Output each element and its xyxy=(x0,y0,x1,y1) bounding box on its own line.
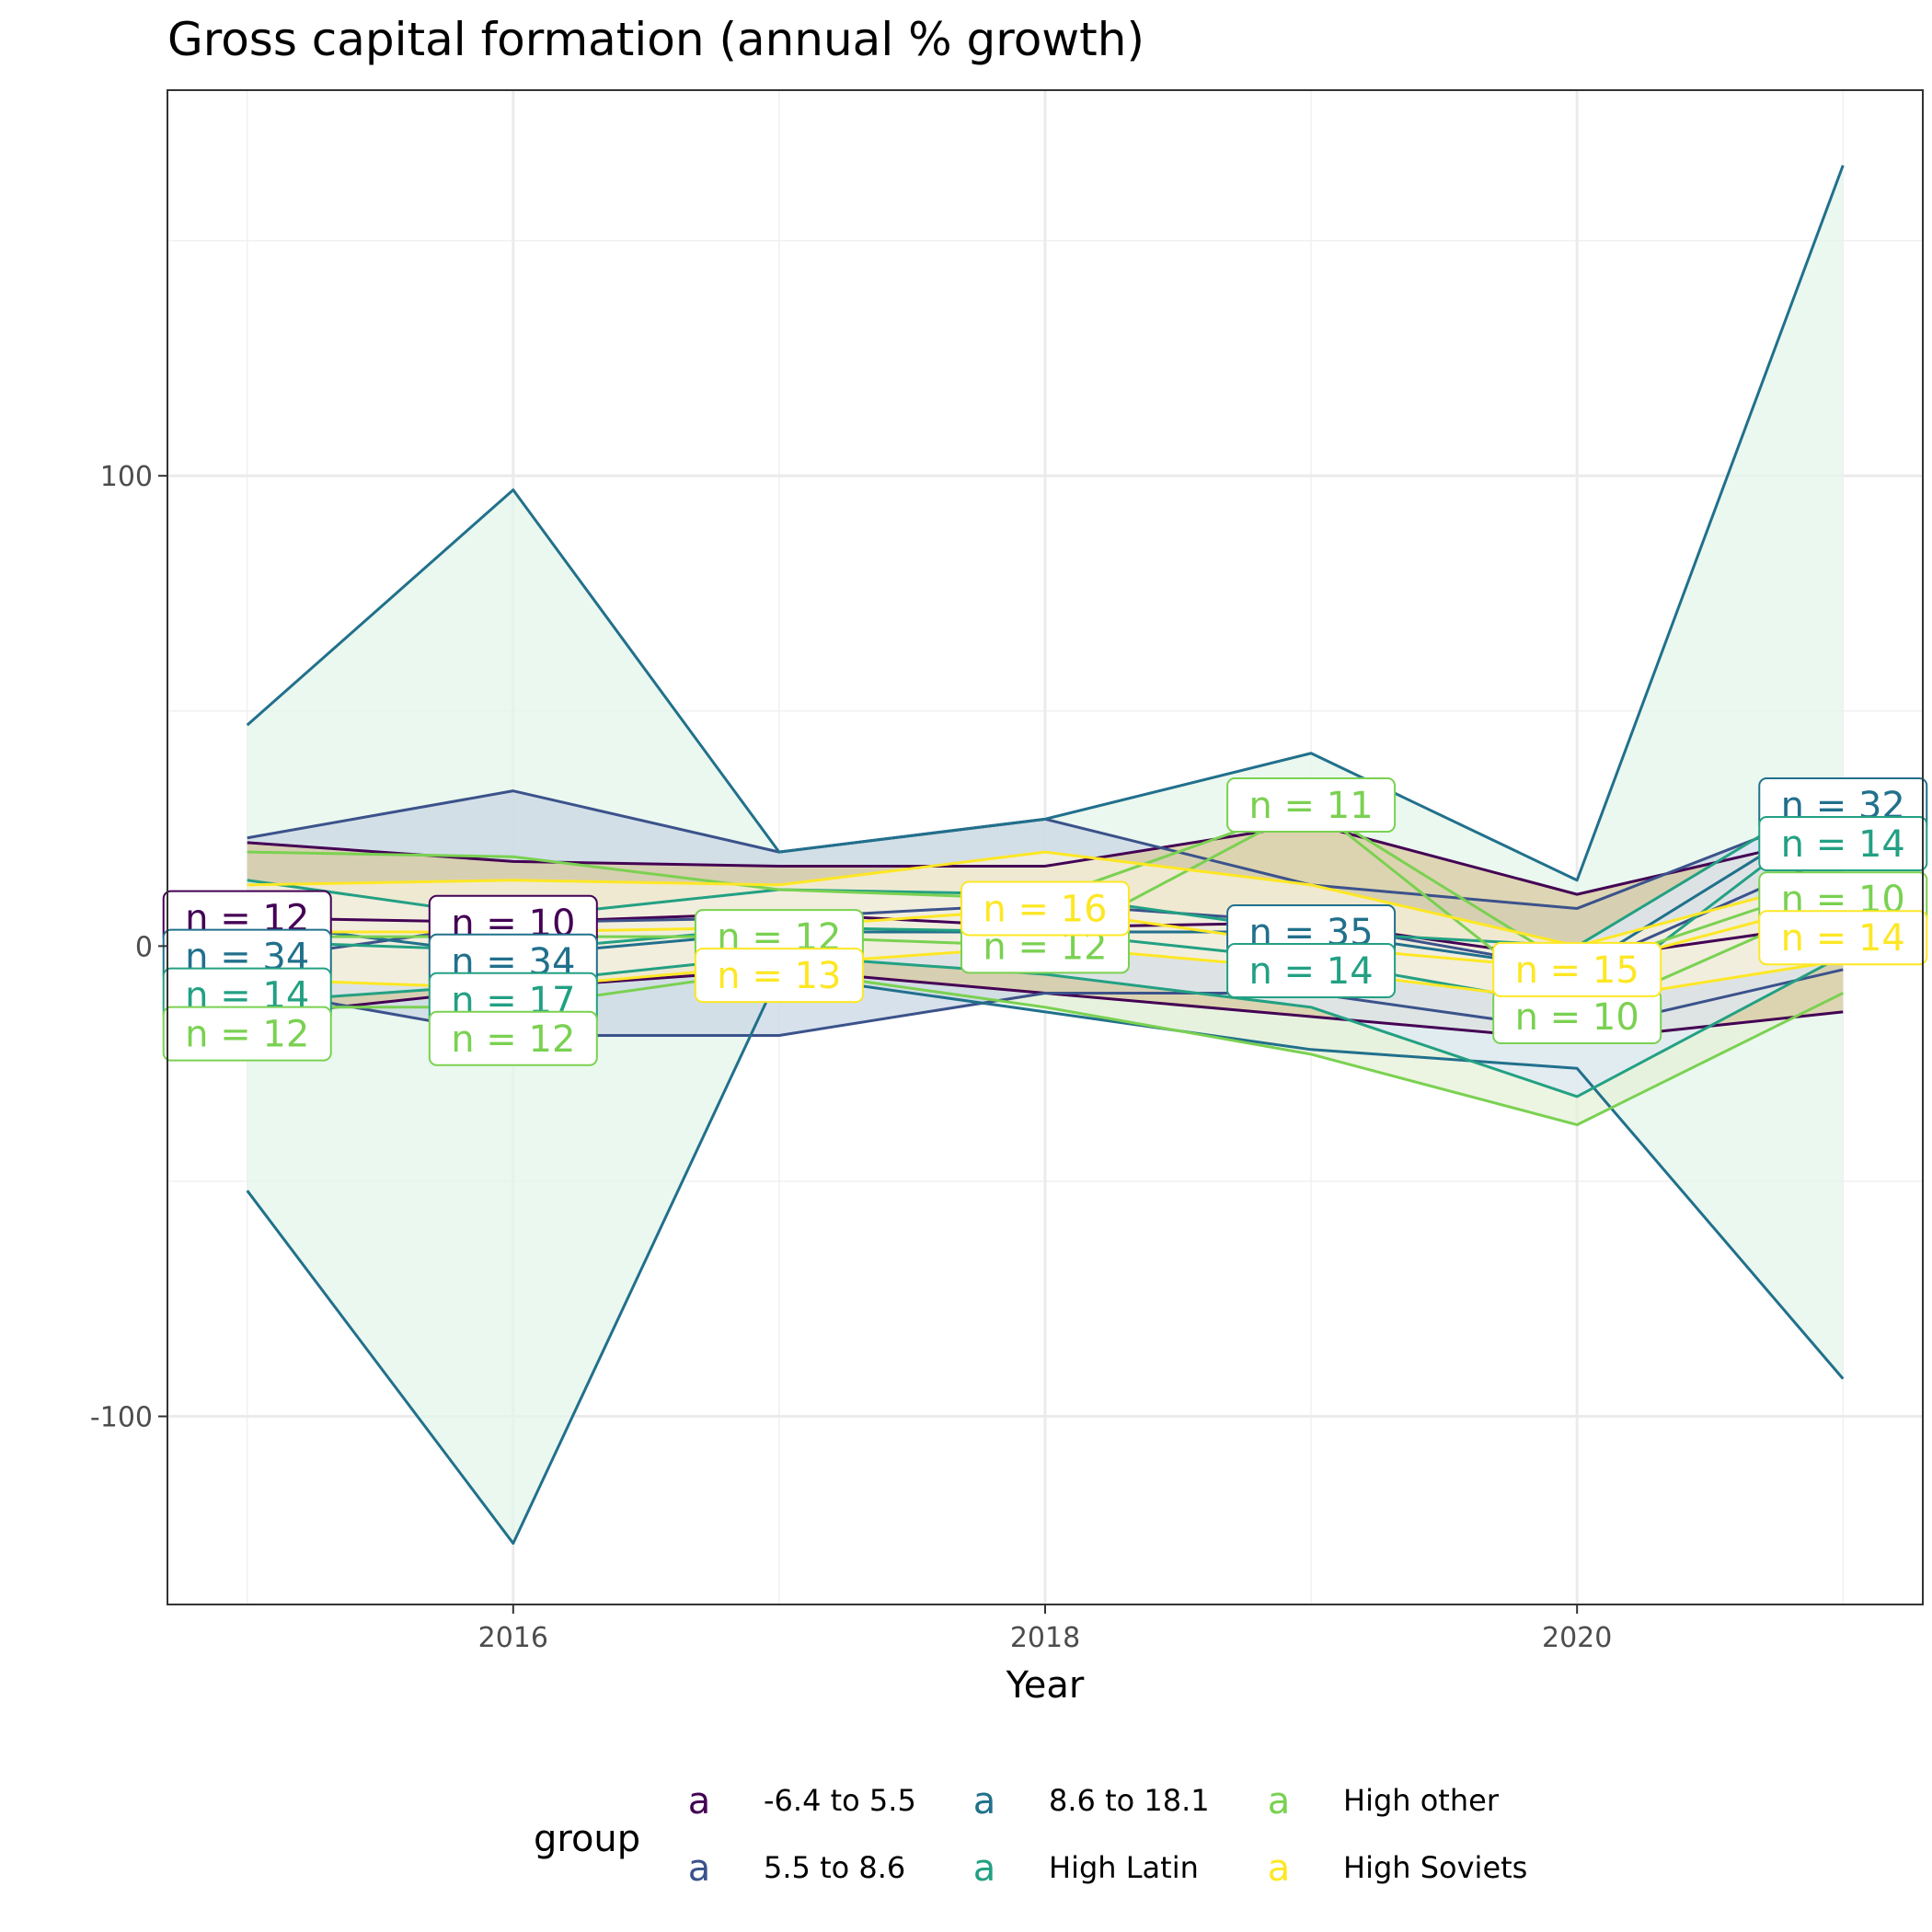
n-label-text: n = 11 xyxy=(1248,785,1373,827)
legend-item: a High Latin xyxy=(973,1847,1199,1890)
n-label-box xyxy=(162,1006,332,1062)
legend-key: a xyxy=(973,1847,996,1890)
axes: 2016 2018 2020 -100 0 100 xyxy=(90,461,1612,1654)
n-label-box xyxy=(428,1010,598,1066)
series-line-lower xyxy=(246,972,1845,1546)
n-label-box xyxy=(1226,943,1397,999)
n-label-text: n = 16 xyxy=(983,888,1107,930)
n-label-text: n = 10 xyxy=(1515,996,1639,1039)
legend-key: a xyxy=(688,1847,711,1890)
n-label-box xyxy=(1758,815,1928,871)
legend-key: a xyxy=(1268,1780,1291,1823)
n-label: n = 13 xyxy=(694,948,864,1004)
legend-item: a High Soviets xyxy=(1268,1847,1528,1890)
n-label-box xyxy=(1758,910,1928,966)
legend-item: a 8.6 to 18.1 xyxy=(973,1780,1210,1823)
n-label-text: n = 15 xyxy=(1515,949,1639,992)
n-label-box xyxy=(960,880,1130,937)
n-label-text: n = 12 xyxy=(451,1018,575,1061)
n-label: n = 15 xyxy=(1492,941,1662,997)
legend-label: High Soviets xyxy=(1343,1850,1527,1885)
legend-label: 8.6 to 18.1 xyxy=(1049,1783,1210,1818)
n-label: n = 14 xyxy=(1226,943,1397,999)
legend-item: a High other xyxy=(1268,1780,1500,1823)
x-tick-label: 2020 xyxy=(1542,1622,1612,1654)
n-label: n = 12 xyxy=(162,1006,332,1062)
legend-label: -6.4 to 5.5 xyxy=(764,1783,916,1818)
n-label: n = 10 xyxy=(1492,989,1662,1045)
series-line-upper xyxy=(246,165,1845,882)
x-axis-title: Year xyxy=(1006,1664,1085,1707)
legend-label: High other xyxy=(1343,1783,1500,1818)
legend-label: 5.5 to 8.6 xyxy=(764,1850,905,1885)
y-tick-label: 100 xyxy=(100,461,153,493)
legend-item: a -6.4 to 5.5 xyxy=(688,1780,916,1823)
n-label: n = 11 xyxy=(1226,776,1397,833)
n-label: n = 16 xyxy=(960,880,1130,937)
n-label-text: n = 14 xyxy=(1781,917,1905,960)
n-label-text: n = 14 xyxy=(1248,950,1373,993)
y-tick-label: -100 xyxy=(90,1402,153,1434)
chart-title: Gross capital formation (annual % growth… xyxy=(167,13,1144,66)
n-label: n = 12 xyxy=(428,1010,598,1066)
n-label-box xyxy=(1226,776,1397,833)
n-label-box xyxy=(694,948,864,1004)
legend-item: a 5.5 to 8.6 xyxy=(688,1847,906,1890)
legend: group a -6.4 to 5.5 a 5.5 to 8.6 a 8.6 to 18.… xyxy=(534,1780,1527,1890)
x-tick-label: 2018 xyxy=(1010,1622,1080,1654)
legend-label: High Latin xyxy=(1049,1850,1199,1885)
n-label-text: n = 13 xyxy=(717,955,841,997)
n-label-text: n = 12 xyxy=(185,1014,309,1056)
legend-key: a xyxy=(973,1780,996,1823)
n-label: n = 14 xyxy=(1758,815,1928,871)
legend-key: a xyxy=(688,1780,711,1823)
n-label-layer: n = 12 n = 10n = 34 n = 34n = 35n = 32n = … xyxy=(162,776,1928,1066)
x-tick-label: 2016 xyxy=(478,1622,548,1654)
series-line-upper xyxy=(247,822,1844,896)
n-label-text: n = 14 xyxy=(1781,823,1905,866)
n-label-box xyxy=(1492,941,1662,997)
legend-title: group xyxy=(534,1818,640,1860)
y-tick-label: 0 xyxy=(135,931,153,963)
n-label: n = 14 xyxy=(1758,910,1928,966)
legend-key: a xyxy=(1268,1847,1291,1890)
